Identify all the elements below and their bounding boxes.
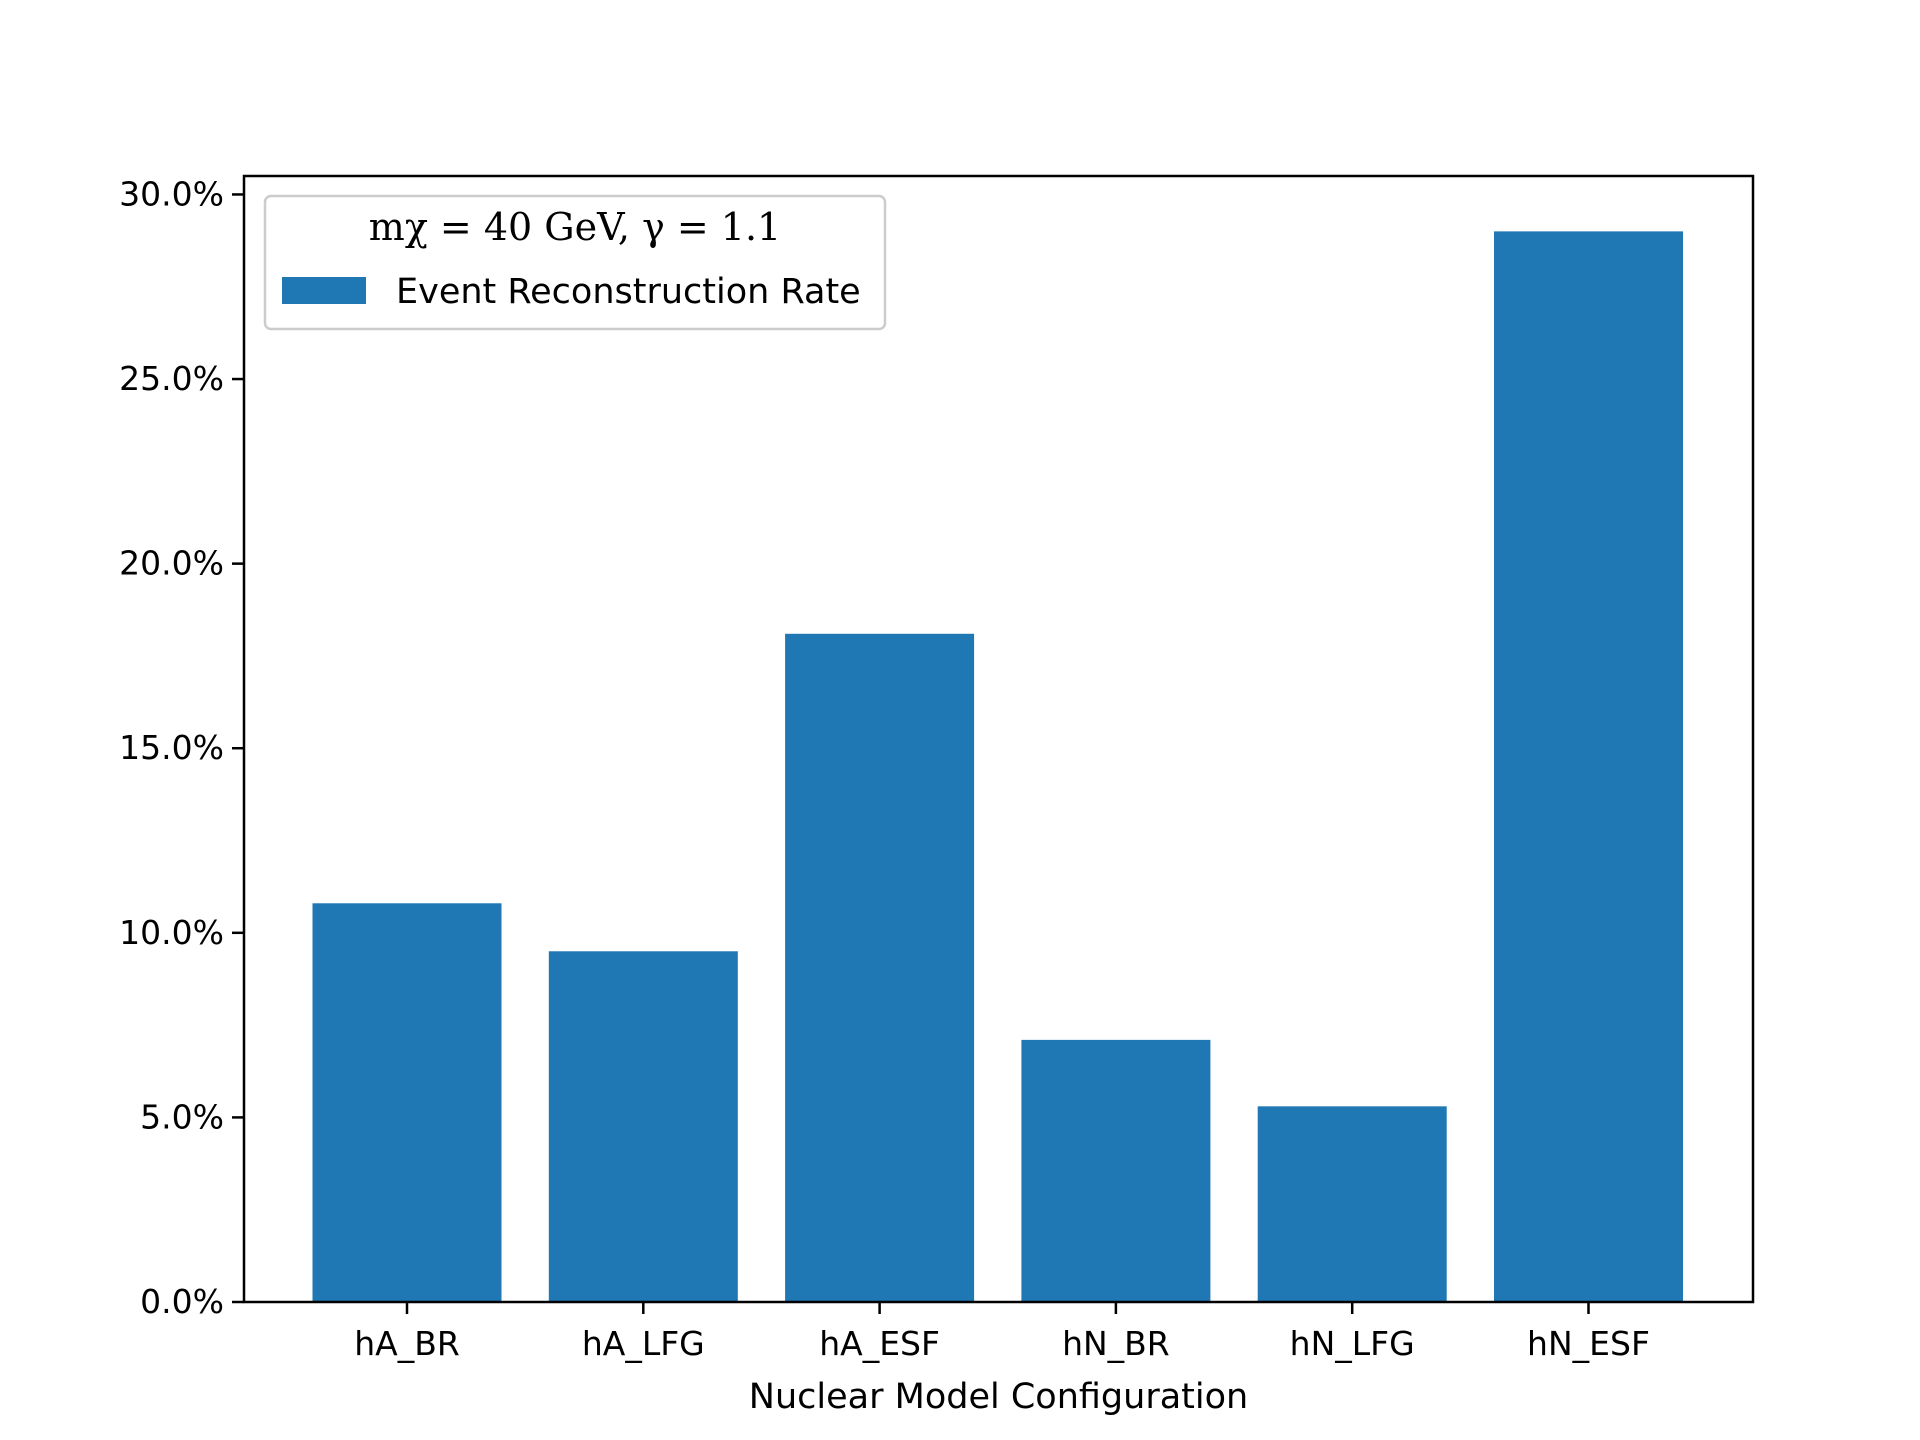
- legend: mχ = 40 GeV, γ = 1.1 Event Reconstructio…: [263, 194, 887, 331]
- y-tick-label: 30.0%: [119, 174, 224, 213]
- x-tick-label: hN_BR: [1062, 1324, 1170, 1363]
- bar-ha-br: [312, 903, 502, 1302]
- bar-ha-esf: [785, 633, 975, 1302]
- legend-title: mχ = 40 GeV, γ = 1.1: [369, 205, 781, 249]
- x-tick-label: hA_ESF: [819, 1324, 940, 1363]
- x-tick-label: hN_LFG: [1290, 1324, 1415, 1363]
- x-axis-label: Nuclear Model Configuration: [749, 1377, 1248, 1417]
- x-tick-label: hA_LFG: [582, 1324, 705, 1363]
- y-tick-label: 10.0%: [119, 913, 224, 952]
- bar-ha-lfg: [548, 951, 738, 1302]
- bar-hn-br: [1021, 1039, 1211, 1302]
- bar-hn-esf: [1494, 231, 1683, 1302]
- x-tick-label: hN_ESF: [1527, 1324, 1650, 1363]
- y-axis-ticks: 0.0% 5.0% 10.0% 15.0% 20.0% 25.0% 30.0%: [119, 174, 244, 1321]
- bars-group: [312, 231, 1683, 1302]
- legend-label: Event Reconstruction Rate: [396, 272, 861, 312]
- legend-box: [263, 194, 887, 331]
- y-tick-label: 5.0%: [140, 1097, 224, 1136]
- x-axis-ticks: hA_BR hA_LFG hA_ESF hN_BR hN_LFG hN_ESF: [354, 1302, 1650, 1363]
- bar-hn-lfg: [1257, 1106, 1447, 1302]
- y-tick-label: 25.0%: [119, 359, 224, 398]
- y-tick-label: 0.0%: [140, 1282, 224, 1321]
- y-tick-label: 20.0%: [119, 544, 224, 583]
- plot-frame: [242, 174, 1755, 1304]
- x-tick-label: hA_BR: [354, 1324, 460, 1363]
- y-tick-label: 15.0%: [119, 728, 224, 767]
- legend-swatch: [282, 277, 366, 304]
